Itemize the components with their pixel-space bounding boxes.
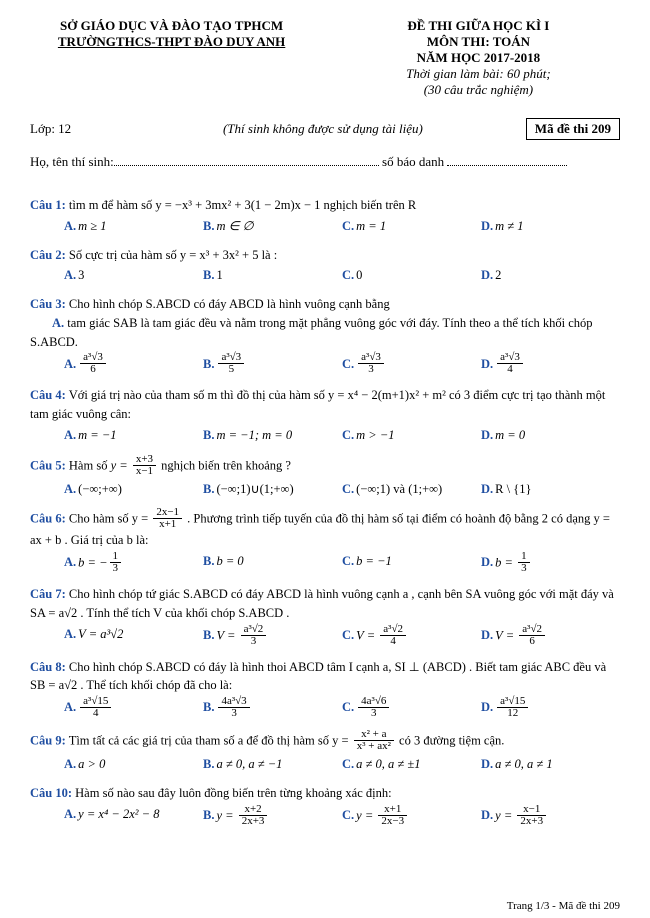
exam-page: SỞ GIÁO DỤC VÀ ĐÀO TẠO TPHCM TRƯỜNGTHCS-… bbox=[0, 0, 650, 918]
q-label: Câu 8: bbox=[30, 660, 66, 674]
question-10: Câu 10: Hàm số nào sau đây luôn đồng biế… bbox=[30, 784, 620, 828]
exam-code-box: Mã đề thi 209 bbox=[526, 118, 620, 140]
q-options: A.a³√154 B.4a³√33 C.4a³√63 D.a³√1512 bbox=[64, 697, 620, 720]
q-text: Cho hình chóp S.ABCD có đáy là hình thoi… bbox=[30, 660, 606, 693]
q-text: tìm m để hàm số y = −x³ + 3mx² + 3(1 − 2… bbox=[69, 198, 416, 212]
q-options: A.m = −1 B.m = −1; m = 0 C.m > −1 D.m = … bbox=[64, 426, 620, 445]
q-options: A.m ≥ 1 B.m ∈ ∅ C.m = 1 D.m ≠ 1 bbox=[64, 217, 620, 236]
subject-line: MÔN THI: TOÁN bbox=[337, 34, 620, 50]
question-5: Câu 5: Hàm số y = x+3x−1 nghịch biến trê… bbox=[30, 455, 620, 499]
question-1: Câu 1: tìm m để hàm số y = −x³ + 3mx² + … bbox=[30, 196, 620, 236]
header-right: ĐỀ THI GIỮA HỌC KÌ I MÔN THI: TOÁN NĂM H… bbox=[337, 18, 620, 98]
q-label: Câu 6: bbox=[30, 512, 66, 526]
q-options: A.y = x⁴ − 2x² − 8 B.y = x+22x+3 C.y = x… bbox=[64, 805, 620, 828]
q-text2: tam giác SAB là tam giác đều và nằm tron… bbox=[30, 316, 593, 349]
question-8: Câu 8: Cho hình chóp S.ABCD có đáy là hì… bbox=[30, 658, 620, 721]
duration-line: Thời gian làm bài: 60 phút; bbox=[337, 66, 620, 82]
page-footer: Trang 1/3 - Mã đề thi 209 bbox=[507, 900, 620, 912]
q-text: Cho hình chóp tứ giác S.ABCD có đáy ABCD… bbox=[30, 587, 614, 620]
question-4: Câu 4: Với giá trị nào của tham số m thì… bbox=[30, 386, 620, 444]
q-label: Câu 4: bbox=[30, 388, 66, 402]
q-text: Hàm số nào sau đây luôn đồng biến trên t… bbox=[75, 786, 391, 800]
name-row: Họ, tên thí sinh: số báo danh bbox=[30, 154, 620, 170]
question-3: Câu 3: Cho hình chóp S.ABCD có đáy ABCD … bbox=[30, 295, 620, 376]
header-left: SỞ GIÁO DỤC VÀ ĐÀO TẠO TPHCM TRƯỜNGTHCS-… bbox=[30, 18, 313, 98]
q-label: Câu 9: bbox=[30, 733, 66, 747]
q-text: Với giá trị nào của tham số m thì đồ thị… bbox=[30, 388, 605, 421]
count-line: (30 câu trắc nghiệm) bbox=[337, 82, 620, 98]
school-line: TRƯỜNGTHCS-THPT ĐÀO DUY ANH bbox=[30, 34, 313, 50]
class-row: Lớp: 12 (Thí sinh không được sử dụng tài… bbox=[30, 118, 620, 140]
q-label: Câu 10: bbox=[30, 786, 72, 800]
no-material-note: (Thí sinh không được sử dụng tài liệu) bbox=[120, 121, 526, 137]
q-options: A.V = a³√2 B.V = a³√23 C.V = a³√24 D.V =… bbox=[64, 625, 620, 648]
class-label: Lớp: 12 bbox=[30, 121, 120, 137]
year-line: NĂM HỌC 2017-2018 bbox=[337, 50, 620, 66]
question-7: Câu 7: Cho hình chóp tứ giác S.ABCD có đ… bbox=[30, 585, 620, 648]
q-label: Câu 1: bbox=[30, 198, 66, 212]
q-label: Câu 2: bbox=[30, 248, 66, 262]
question-6: Câu 6: Cho hàm số y = 2x−1x+1 . Phương t… bbox=[30, 508, 620, 575]
name-label: Họ, tên thí sinh: bbox=[30, 154, 114, 169]
q-label: Câu 3: bbox=[30, 297, 66, 311]
q-options: A.(−∞;+∞) B.(−∞;1)∪(1;+∞) C.(−∞;1) và (1… bbox=[64, 480, 620, 499]
q-label: Câu 7: bbox=[30, 587, 66, 601]
q-label: Câu 5: bbox=[30, 458, 66, 472]
q-options: A.a > 0 B.a ≠ 0, a ≠ −1 C.a ≠ 0, a ≠ ±1 … bbox=[64, 755, 620, 774]
dept-line: SỞ GIÁO DỤC VÀ ĐÀO TẠO TPHCM bbox=[30, 18, 313, 34]
q-options: A.3 B.1 C.0 D.2 bbox=[64, 266, 620, 285]
header: SỞ GIÁO DỤC VÀ ĐÀO TẠO TPHCM TRƯỜNGTHCS-… bbox=[30, 18, 620, 98]
q-text: Cho hình chóp S.ABCD có đáy ABCD là hình… bbox=[69, 297, 390, 311]
q-options: A.b = −13 B.b = 0 C.b = −1 D.b = 13 bbox=[64, 552, 620, 575]
question-2: Câu 2: Số cực trị của hàm số y = x³ + 3x… bbox=[30, 246, 620, 286]
sbd-label: số báo danh bbox=[382, 154, 444, 169]
q-options: A.a³√36 B.a³√35 C.a³√33 D.a³√34 bbox=[64, 353, 620, 376]
exam-title: ĐỀ THI GIỮA HỌC KÌ I bbox=[337, 18, 620, 34]
question-9: Câu 9: Tìm tất cả các giá trị của tham s… bbox=[30, 730, 620, 774]
q-text: Số cực trị của hàm số y = x³ + 3x² + 5 l… bbox=[69, 248, 277, 262]
